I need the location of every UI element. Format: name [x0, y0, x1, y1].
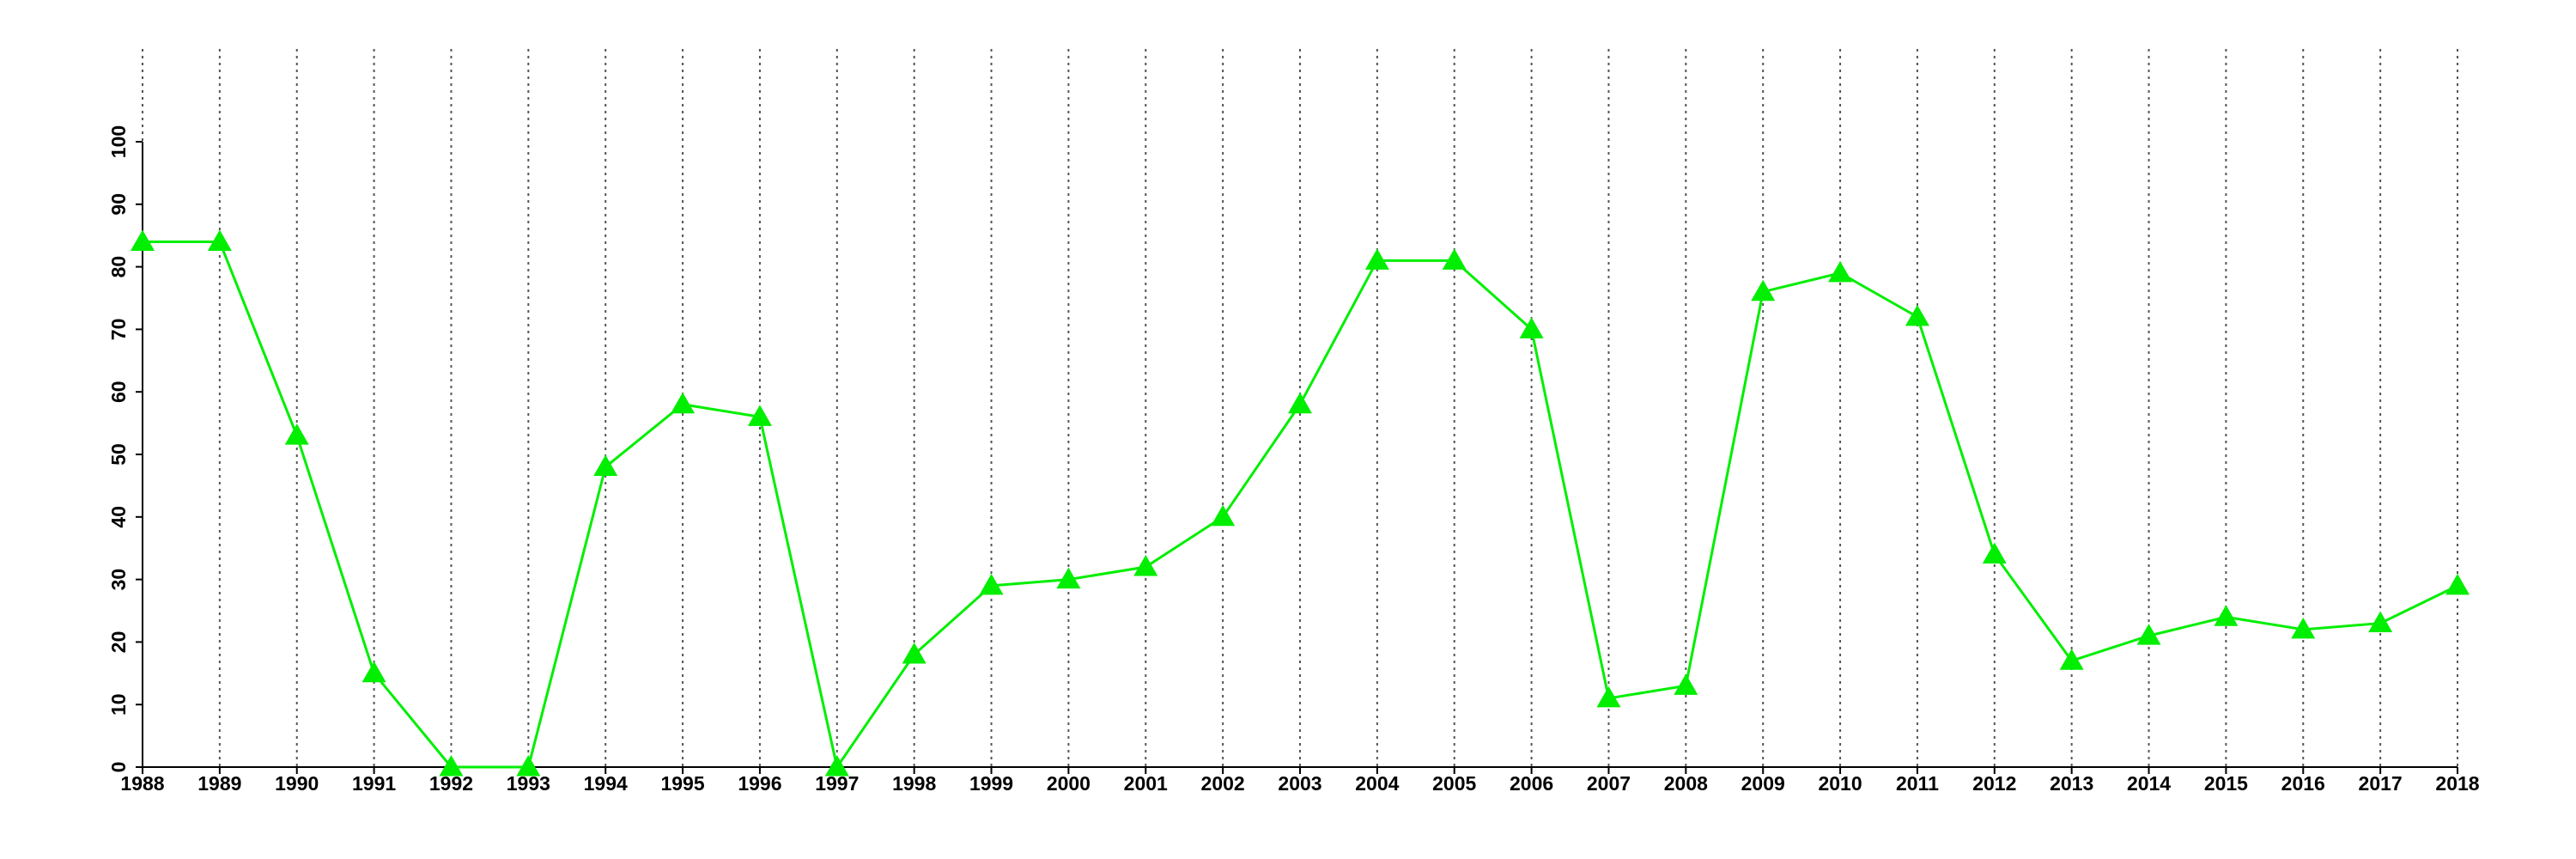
data-point — [902, 642, 927, 664]
x-tick-label: 1996 — [738, 772, 781, 795]
x-tick-label: 1988 — [120, 772, 164, 795]
y-tick-label: 90 — [107, 193, 130, 216]
data-point — [1596, 685, 1621, 708]
data-point — [747, 405, 772, 426]
x-tick-label: 2006 — [1510, 772, 1553, 795]
x-tick-label: 1994 — [584, 772, 628, 795]
data-point — [361, 661, 386, 683]
data-point — [593, 454, 618, 477]
data-point — [2136, 624, 2161, 645]
x-tick-label: 2001 — [1124, 772, 1168, 795]
data-point — [1828, 260, 1853, 283]
x-tick-label: 2000 — [1047, 772, 1091, 795]
data-point — [207, 229, 232, 251]
data-point — [1211, 504, 1236, 527]
data-point — [671, 392, 696, 414]
x-tick-label: 2013 — [2050, 772, 2093, 795]
x-tick-label: 2016 — [2281, 772, 2325, 795]
x-tick-label: 2009 — [1741, 772, 1785, 795]
x-tick-label: 2004 — [1355, 772, 1399, 795]
data-point — [1905, 304, 1929, 326]
x-tick-label: 2012 — [1972, 772, 2016, 795]
y-tick-label: 10 — [107, 693, 130, 716]
data-point — [284, 423, 309, 445]
y-tick-label: 50 — [107, 443, 130, 466]
x-tick-label: 1989 — [197, 772, 241, 795]
x-tick-label: 1990 — [275, 772, 319, 795]
data-point — [516, 755, 541, 777]
data-point — [1288, 392, 1312, 414]
x-tick-label: 2011 — [1896, 772, 1939, 795]
x-tick-label: 2005 — [1432, 772, 1476, 795]
x-tick-label: 2002 — [1201, 772, 1245, 795]
data-point — [824, 755, 849, 777]
y-tick-label: 100 — [107, 125, 130, 158]
x-tick-label: 2007 — [1587, 772, 1631, 795]
data-point — [439, 755, 464, 777]
data-point — [2291, 617, 2316, 639]
x-tick-label: 1999 — [969, 772, 1013, 795]
x-tick-label: 1998 — [892, 772, 936, 795]
y-tick-label: 40 — [107, 506, 130, 528]
x-tick-label: 2008 — [1664, 772, 1708, 795]
x-tick-label: 2018 — [2435, 772, 2479, 795]
x-tick-label: 1995 — [660, 772, 704, 795]
data-point — [979, 573, 1004, 595]
data-point — [1056, 567, 1081, 589]
y-tick-label: 70 — [107, 319, 130, 341]
y-tick-label: 80 — [107, 256, 130, 278]
data-point — [2059, 649, 2084, 670]
data-point — [2214, 605, 2239, 626]
data-point — [1442, 248, 1467, 270]
data-point — [1751, 279, 1776, 302]
data-point — [1364, 248, 1389, 270]
x-tick-label: 2003 — [1278, 772, 1321, 795]
data-point — [1982, 542, 2007, 564]
x-tick-label: 2015 — [2204, 772, 2248, 795]
data-point — [1519, 317, 1544, 338]
data-point — [1133, 555, 1158, 576]
x-tick-label: 2014 — [2127, 772, 2171, 795]
y-tick-label: 20 — [107, 631, 130, 654]
x-tick-label: 1991 — [352, 772, 396, 795]
data-point — [2445, 573, 2470, 595]
data-point — [131, 229, 155, 251]
x-tick-label: 2010 — [1818, 772, 1862, 795]
x-tick-label: 2017 — [2359, 772, 2403, 795]
y-tick-label: 30 — [107, 569, 130, 591]
data-point — [1674, 673, 1698, 695]
y-tick-label: 0 — [107, 762, 130, 773]
data-point — [2368, 611, 2393, 633]
y-tick-label: 60 — [107, 381, 130, 403]
